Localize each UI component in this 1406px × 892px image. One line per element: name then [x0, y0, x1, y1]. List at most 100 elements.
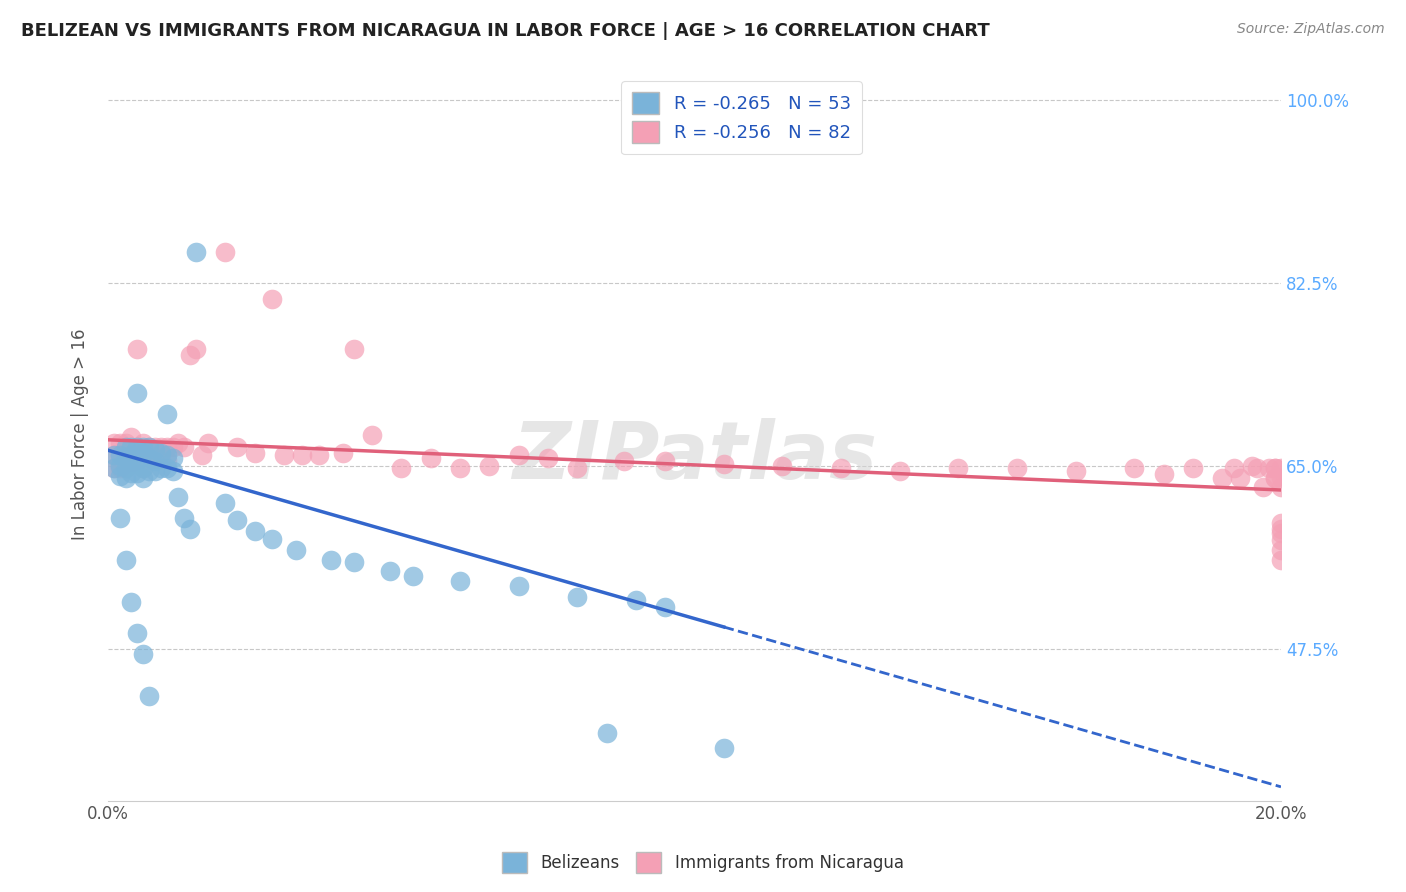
Point	[156, 449, 179, 463]
Point	[343, 342, 366, 356]
Point	[1253, 480, 1275, 494]
Point	[132, 461, 155, 475]
Point	[419, 450, 441, 465]
Point	[1229, 471, 1251, 485]
Point	[1264, 461, 1286, 475]
Point	[108, 449, 131, 463]
Point	[179, 522, 201, 536]
Point	[149, 461, 172, 475]
Point	[1223, 461, 1246, 475]
Point	[1211, 471, 1233, 485]
Point	[1264, 461, 1286, 475]
Point	[1153, 467, 1175, 482]
Point	[138, 689, 160, 703]
Point	[138, 440, 160, 454]
Point	[179, 348, 201, 362]
Point	[149, 446, 172, 460]
Point	[173, 511, 195, 525]
Point	[214, 244, 236, 259]
Point	[156, 452, 179, 467]
Point	[197, 436, 219, 450]
Point	[138, 450, 160, 465]
Point	[127, 440, 149, 454]
Legend: Belizeans, Immigrants from Nicaragua: Belizeans, Immigrants from Nicaragua	[495, 846, 911, 880]
Point	[143, 453, 166, 467]
Text: ZIPatlas: ZIPatlas	[512, 417, 877, 496]
Point	[103, 436, 125, 450]
Point	[173, 440, 195, 454]
Point	[156, 440, 179, 454]
Point	[132, 449, 155, 463]
Point	[103, 461, 125, 475]
Point	[184, 244, 207, 259]
Point	[120, 455, 142, 469]
Point	[613, 453, 636, 467]
Point	[167, 491, 190, 505]
Point	[108, 461, 131, 475]
Point	[114, 450, 136, 465]
Point	[114, 449, 136, 463]
Point	[108, 436, 131, 450]
Point	[156, 407, 179, 421]
Point	[120, 449, 142, 463]
Point	[772, 458, 794, 473]
Point	[402, 568, 425, 582]
Point	[1258, 461, 1281, 475]
Point	[830, 461, 852, 475]
Point	[162, 440, 184, 454]
Point	[127, 626, 149, 640]
Point	[120, 430, 142, 444]
Y-axis label: In Labor Force | Age > 16: In Labor Force | Age > 16	[72, 329, 89, 541]
Point	[127, 453, 149, 467]
Point	[262, 532, 284, 546]
Point	[1240, 458, 1263, 473]
Point	[319, 553, 342, 567]
Point	[120, 442, 142, 457]
Point	[449, 461, 471, 475]
Point	[156, 461, 179, 475]
Point	[713, 741, 735, 756]
Point	[567, 461, 589, 475]
Point	[1270, 553, 1292, 567]
Point	[226, 440, 249, 454]
Point	[143, 464, 166, 478]
Point	[478, 458, 501, 473]
Point	[120, 595, 142, 609]
Point	[162, 450, 184, 465]
Point	[1246, 461, 1268, 475]
Point	[108, 511, 131, 525]
Point	[537, 450, 560, 465]
Point	[1270, 533, 1292, 548]
Point	[167, 436, 190, 450]
Point	[214, 495, 236, 509]
Point	[143, 443, 166, 458]
Point	[114, 461, 136, 475]
Point	[1270, 522, 1292, 536]
Point	[1270, 480, 1292, 494]
Point	[262, 292, 284, 306]
Point	[508, 579, 530, 593]
Point	[273, 449, 295, 463]
Point	[127, 452, 149, 467]
Point	[184, 342, 207, 356]
Point	[138, 452, 160, 467]
Point	[114, 471, 136, 485]
Point	[143, 440, 166, 454]
Point	[1064, 464, 1087, 478]
Point	[595, 725, 617, 739]
Point	[103, 461, 125, 475]
Point	[138, 464, 160, 478]
Point	[378, 564, 401, 578]
Point	[138, 440, 160, 454]
Point	[103, 449, 125, 463]
Point	[226, 513, 249, 527]
Point	[508, 449, 530, 463]
Point	[389, 461, 412, 475]
Point	[114, 436, 136, 450]
Point	[114, 440, 136, 454]
Point	[1270, 525, 1292, 540]
Point	[132, 461, 155, 475]
Point	[162, 464, 184, 478]
Point	[1181, 461, 1204, 475]
Point	[889, 464, 911, 478]
